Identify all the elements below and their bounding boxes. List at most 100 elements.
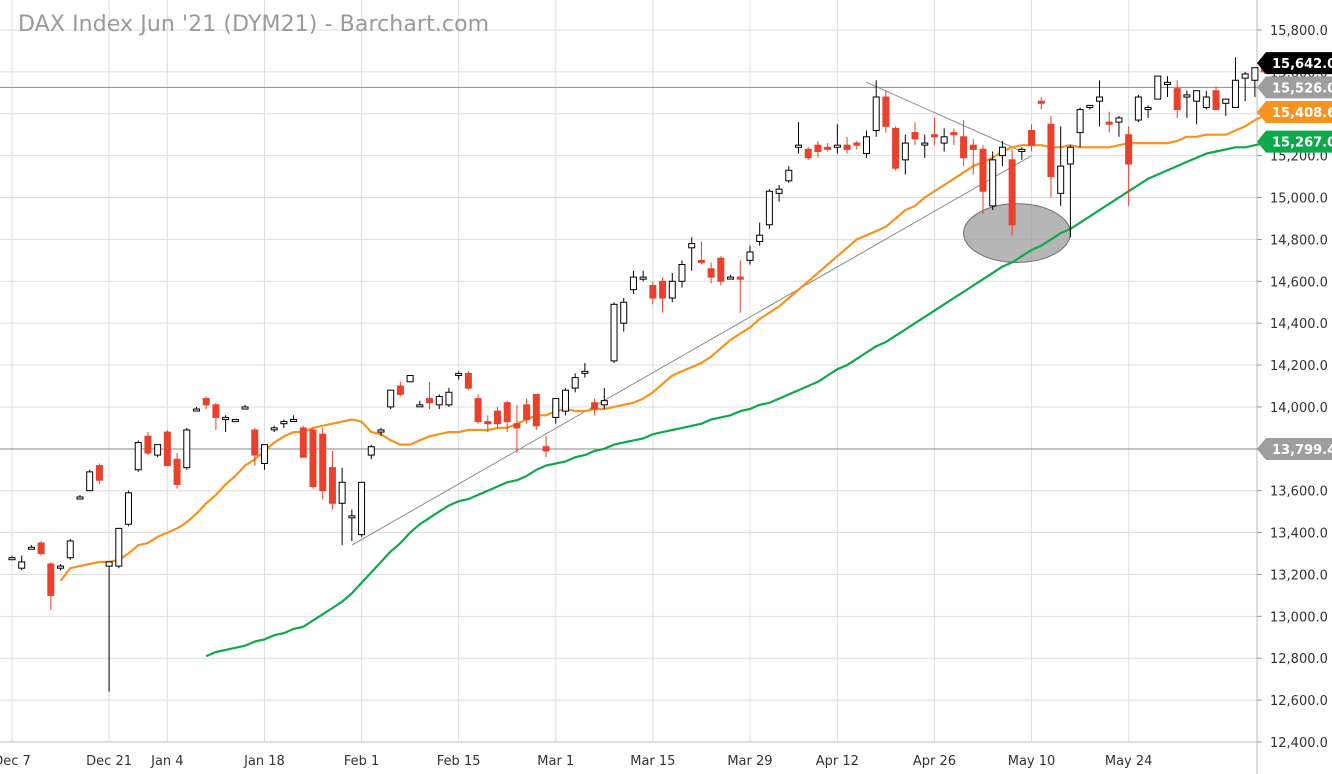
- candle: [455, 371, 463, 380]
- candle: [979, 145, 987, 215]
- date-axis: Dec 7 Dec 21 Jan 4 Jan 18 Feb 1 Feb 15 Mar 1 Ma…: [0, 754, 1152, 769]
- y-tick-label: 15,800.0: [1270, 24, 1328, 39]
- candle-body: [367, 446, 375, 456]
- candle: [173, 453, 181, 489]
- candle: [406, 375, 414, 383]
- candle: [513, 404, 521, 454]
- candle-body: [484, 421, 492, 425]
- candle: [1134, 94, 1142, 123]
- candle-body: [1154, 75, 1162, 100]
- candle-body: [853, 142, 861, 146]
- candle: [833, 124, 841, 154]
- candle-body: [47, 563, 55, 596]
- candle: [697, 241, 705, 265]
- candle: [105, 561, 113, 692]
- candle: [66, 538, 74, 560]
- candle-body: [387, 389, 395, 408]
- candle: [1066, 145, 1074, 238]
- candle-body: [833, 144, 841, 148]
- candle: [445, 388, 453, 407]
- candle-body: [251, 429, 259, 456]
- candle-body: [678, 264, 686, 282]
- candle-body: [1086, 104, 1094, 108]
- candle-body: [872, 96, 880, 132]
- y-tick-label: 13,600.0: [1270, 485, 1328, 500]
- candle: [1222, 98, 1230, 116]
- trendline: [351, 155, 1032, 546]
- candle-body: [1173, 88, 1181, 111]
- price-badges: 15,642.0 15,526.0 15,408.6 15,267.0 13,799.4: [1257, 52, 1332, 460]
- y-tick-label: 15,000.0: [1270, 192, 1328, 207]
- candle-body: [76, 496, 84, 500]
- candle-body: [620, 301, 628, 324]
- candle-body: [231, 419, 239, 423]
- candle: [804, 147, 812, 160]
- candle-body: [843, 144, 851, 150]
- candle: [727, 275, 735, 280]
- candle: [610, 302, 618, 363]
- candle-body: [1202, 96, 1210, 108]
- horizontal-price-lines: [0, 86, 1257, 450]
- candle-body: [125, 492, 133, 525]
- candle-body: [1105, 121, 1113, 125]
- candle-body: [37, 542, 45, 555]
- price-axis: 15,800.015,600.015,400.015,200.015,000.0…: [1257, 24, 1328, 751]
- candle: [843, 136, 851, 154]
- price-badge: 15,267.0: [1257, 130, 1332, 153]
- candle-body: [1028, 130, 1036, 146]
- candle-body: [1183, 94, 1191, 98]
- candle-body: [697, 259, 705, 263]
- candle-body: [66, 540, 74, 559]
- candle: [1057, 126, 1065, 206]
- candle-body: [416, 404, 424, 408]
- y-tick-label: 14,000.0: [1270, 401, 1328, 416]
- candle-body: [1037, 100, 1045, 104]
- x-tick-label: Dec 21: [86, 754, 132, 769]
- candle-body: [1144, 106, 1152, 111]
- candle-body: [18, 561, 26, 569]
- x-tick-label: Mar 15: [630, 754, 675, 769]
- candle-body: [134, 442, 142, 471]
- candle: [911, 122, 919, 146]
- candle-body: [435, 395, 443, 406]
- y-tick-label: 14,200.0: [1270, 359, 1328, 374]
- candle: [503, 400, 511, 433]
- candle: [1144, 105, 1152, 118]
- candle-body: [513, 423, 521, 429]
- candle-body: [86, 471, 94, 492]
- candle: [1231, 57, 1239, 108]
- candle: [552, 398, 560, 424]
- x-tick-label: Dec 7: [0, 754, 31, 769]
- candle-body: [930, 134, 938, 138]
- price-badge-shape: [1257, 437, 1332, 460]
- candle-body: [707, 268, 715, 278]
- candle: [426, 381, 434, 410]
- candle: [1105, 111, 1113, 133]
- candle: [717, 256, 725, 286]
- candle-body: [309, 429, 317, 488]
- candle-body: [1018, 148, 1026, 152]
- x-tick-label: Jan 18: [243, 754, 285, 769]
- candle: [814, 140, 822, 158]
- candle: [532, 393, 540, 430]
- candle-body: [1096, 96, 1104, 102]
- candle: [746, 245, 754, 265]
- candle: [1047, 115, 1055, 198]
- candle-body: [154, 444, 162, 456]
- price-badge: 13,799.4: [1257, 437, 1332, 460]
- candle-body: [1076, 109, 1084, 134]
- candle: [484, 415, 492, 433]
- candle: [95, 463, 103, 485]
- candle: [989, 151, 997, 211]
- candle: [707, 262, 715, 284]
- candle: [1202, 90, 1210, 110]
- candle: [1018, 147, 1026, 160]
- candle-body: [1115, 117, 1123, 123]
- candle-body: [649, 284, 657, 299]
- candle: [231, 419, 239, 423]
- candle-body: [348, 515, 356, 519]
- candle-body: [639, 276, 647, 280]
- candle: [367, 444, 375, 460]
- candle: [134, 440, 142, 472]
